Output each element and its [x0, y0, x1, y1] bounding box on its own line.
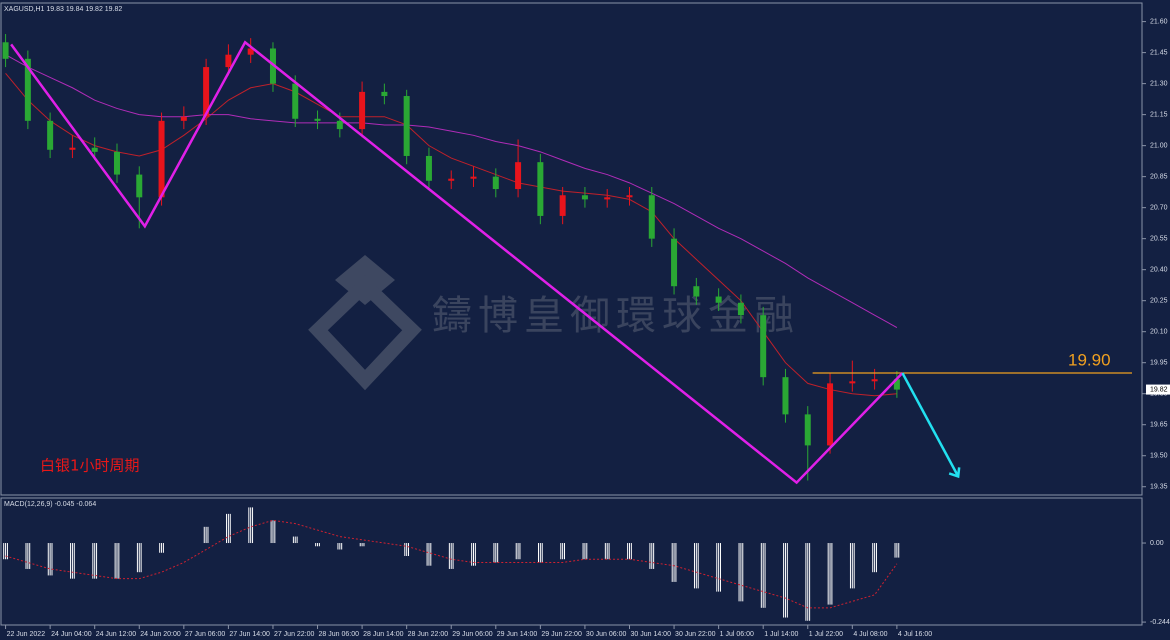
x-tick-label: 27 Jun 22:00 — [274, 631, 315, 638]
candle-body — [537, 162, 544, 216]
candle-body — [359, 91, 366, 130]
chart-title: XAGUSD,H1 19.83 19.84 19.82 19.82 — [4, 6, 122, 13]
y-tick-label: 19.65 — [1150, 422, 1168, 429]
candle-body — [336, 120, 343, 130]
candle-body — [737, 302, 744, 316]
x-tick-label: 28 Jun 14:00 — [363, 631, 404, 638]
candle-body — [91, 147, 98, 152]
signal-line — [5, 519, 898, 609]
candle-body — [782, 377, 789, 415]
last-price-box — [1146, 384, 1170, 395]
candle-body — [604, 197, 611, 200]
x-tick-label: 28 Jun 22:00 — [408, 631, 449, 638]
x-tick-label: 4 Jul 16:00 — [898, 631, 932, 638]
x-tick-label: 30 Jun 06:00 — [586, 631, 627, 638]
candle-body — [113, 151, 120, 175]
x-tick-label: 1 Jul 22:00 — [809, 631, 843, 638]
moving-average — [5, 54, 898, 328]
price-panel — [0, 2, 1143, 496]
y-tick-label: 20.70 — [1150, 204, 1168, 211]
x-tick-label: 4 Jul 08:00 — [853, 631, 887, 638]
candle-body — [69, 147, 76, 150]
moving-average — [5, 72, 897, 397]
candle-body — [381, 91, 388, 97]
level-label: 19.90 — [1068, 351, 1111, 370]
candle-body — [448, 178, 455, 181]
y-tick-label: 0.00 — [1150, 540, 1164, 547]
x-tick-label: 29 Jun 14:00 — [497, 631, 538, 638]
x-tick-label: 1 Jul 14:00 — [764, 631, 798, 638]
y-tick-label: 19.95 — [1150, 360, 1168, 367]
candle-body — [247, 48, 254, 55]
candle-body — [671, 238, 678, 287]
x-tick-label: 30 Jun 22:00 — [675, 631, 716, 638]
x-tick-label: 29 Jun 22:00 — [541, 631, 582, 638]
candle-body — [893, 379, 900, 390]
candle-body — [515, 162, 522, 190]
candle-body — [827, 383, 834, 446]
watermark: 鑄博皇御環球金融 — [432, 293, 800, 339]
candle-body — [292, 83, 299, 119]
x-tick-label: 22 Jun 2022 — [7, 631, 46, 638]
x-tick-label: 24 Jun 20:00 — [140, 631, 181, 638]
x-tick-label: 27 Jun 06:00 — [185, 631, 226, 638]
watermark-logo — [308, 255, 422, 391]
candle-body — [559, 195, 566, 216]
candle-body — [158, 120, 165, 198]
y-tick-label: 21.60 — [1150, 18, 1168, 25]
y-tick-label: 19.35 — [1150, 484, 1168, 491]
candle-body — [470, 176, 477, 179]
y-tick-label: 21.15 — [1150, 111, 1168, 118]
candle-body — [581, 195, 588, 200]
candle-body — [2, 42, 9, 59]
y-tick-label: 21.00 — [1150, 142, 1168, 149]
candle-body — [403, 96, 410, 156]
x-tick-label: 24 Jun 04:00 — [51, 631, 92, 638]
x-tick-label: 27 Jun 14:00 — [229, 631, 270, 638]
candle-body — [871, 379, 878, 382]
candle-body — [693, 286, 700, 297]
candle-body — [425, 155, 432, 181]
x-tick-label: 24 Jun 12:00 — [96, 631, 137, 638]
candle-body — [760, 315, 767, 378]
candle-body — [225, 54, 232, 68]
y-tick-label: 20.40 — [1150, 267, 1168, 274]
candle-body — [180, 116, 187, 121]
candle-body — [804, 414, 811, 446]
y-tick-label: 20.55 — [1150, 236, 1168, 243]
y-tick-label: 20.10 — [1150, 329, 1168, 336]
y-tick-label: -0.244 — [1150, 619, 1170, 626]
y-tick-label: 20.25 — [1150, 298, 1168, 305]
candle-body — [24, 58, 31, 121]
y-tick-label: 21.30 — [1150, 80, 1168, 87]
x-tick-label: 1 Jul 06:00 — [720, 631, 754, 638]
x-tick-label: 28 Jun 06:00 — [319, 631, 360, 638]
annotation: 白银1小时周期 — [40, 457, 140, 475]
last-price-label: 19.82 — [1150, 386, 1168, 393]
arrow-head — [948, 467, 961, 479]
x-tick-label: 30 Jun 14:00 — [630, 631, 671, 638]
y-tick-label: 20.85 — [1150, 173, 1168, 180]
zigzag — [10, 40, 904, 485]
candle-body — [314, 118, 321, 121]
y-tick-label: 21.45 — [1150, 49, 1168, 56]
candle-body — [492, 176, 499, 190]
x-tick-label: 29 Jun 06:00 — [452, 631, 493, 638]
candle-body — [715, 296, 722, 303]
candle-body — [47, 120, 54, 150]
indicator-title: MACD(12,26,9) -0.045 -0.064 — [4, 501, 96, 508]
candle-body — [136, 174, 143, 198]
candle-body — [626, 195, 633, 198]
candle-body — [203, 67, 210, 117]
y-tick-label: 19.50 — [1150, 453, 1168, 460]
candle-body — [849, 381, 856, 384]
candle-body — [648, 195, 655, 239]
projection-arrow — [901, 372, 960, 477]
macd-panel — [0, 497, 1143, 626]
